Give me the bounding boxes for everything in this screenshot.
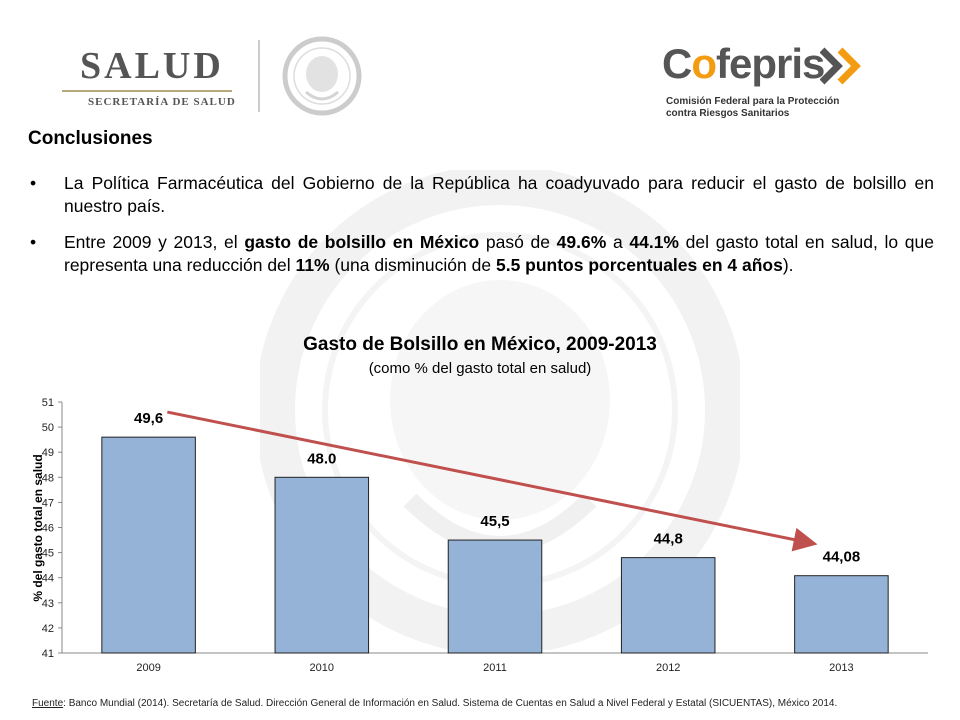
x-tick-label: 2012 xyxy=(656,662,680,674)
data-label: 48.0 xyxy=(307,450,336,467)
y-tick-label: 49 xyxy=(42,447,54,459)
chart-subtitle: (como % del gasto total en salud) xyxy=(368,360,592,377)
bullet-text-part: Entre 2009 y 2013, el xyxy=(64,232,245,252)
cofepris-letter: f xyxy=(716,40,730,87)
bullet-bold-part: 44.1% xyxy=(629,232,679,252)
x-tick-label: 2010 xyxy=(310,662,334,674)
header-divider xyxy=(258,40,260,112)
cofepris-letter: C xyxy=(662,40,692,87)
bullet-text: La Política Farmacéutica del Gobierno de… xyxy=(64,173,934,216)
x-tick-label: 2009 xyxy=(136,662,160,674)
cofepris-logo: Cofepris Comisión Federal para la Protec… xyxy=(662,40,862,120)
y-tick-label: 50 xyxy=(42,422,54,434)
cofepris-letter: e xyxy=(729,40,752,87)
y-tick-label: 41 xyxy=(42,648,54,660)
double-chevron-icon xyxy=(820,47,861,85)
cofepris-subtitle-line2: contra Riesgos Sanitarios xyxy=(666,108,790,119)
bar-chart: 41 42 43 44 45 46 47 48 49 50 51 % del gasto total … xyxy=(31,397,928,674)
conclusion-bullets: • La Política Farmacéutica del Gobierno … xyxy=(28,172,934,290)
y-tick-label: 44 xyxy=(42,573,54,585)
y-axis-label: % del gasto total en salud xyxy=(31,454,45,601)
y-tick-label: 42 xyxy=(42,623,54,635)
cofepris-letter: r xyxy=(776,40,792,87)
y-tick-label: 51 xyxy=(42,397,54,409)
chart-title: Gasto de Bolsillo en México, 2009-2013 xyxy=(303,334,657,355)
bullet-text-part: ). xyxy=(782,255,794,275)
cofepris-subtitle-line1: Comisión Federal para la Protección xyxy=(666,96,840,107)
cofepris-letter: i xyxy=(791,40,803,87)
y-tick-label: 46 xyxy=(42,523,54,535)
cofepris-letter: p xyxy=(751,40,777,87)
data-label: 49,6 xyxy=(134,410,163,427)
bullet-dot-icon: • xyxy=(30,232,37,252)
bullet-text-part: pasó de xyxy=(479,232,557,252)
y-tick-label: 47 xyxy=(42,497,54,509)
source-note: Fuente: Banco Mundial (2014). Secretaría… xyxy=(32,698,837,709)
bar xyxy=(794,575,889,654)
bullet-text-part: (una disminución de xyxy=(329,255,496,275)
bullet-item: • La Política Farmacéutica del Gobierno … xyxy=(28,172,934,218)
bullet-text-part: del gasto total en salud, lo que represe… xyxy=(64,232,935,275)
source-text: : Banco Mundial (2014). Secretaría de Sa… xyxy=(63,698,838,709)
trend-arrow xyxy=(167,410,818,552)
bar xyxy=(101,436,196,654)
coat-of-arms-icon xyxy=(282,36,362,116)
cofepris-word: Cofepris xyxy=(662,40,825,88)
bullet-item: • Entre 2009 y 2013, el gasto de bolsill… xyxy=(28,231,934,277)
source-label: Fuente xyxy=(32,698,64,709)
bar xyxy=(274,476,370,654)
x-tick-label: 2011 xyxy=(483,662,507,674)
y-tick-label: 43 xyxy=(42,598,54,610)
bullet-dot-icon: • xyxy=(30,173,37,193)
bullet-bold-part: 5.5 puntos porcentuales en 4 años xyxy=(495,255,783,275)
data-label: 44,8 xyxy=(654,531,683,548)
bullet-bold-part: 49.6% xyxy=(556,232,607,252)
bullet-bold-part: gasto de bolsillo en México xyxy=(244,232,480,252)
cofepris-subtitle: Comisión Federal para la Protección cont… xyxy=(666,96,839,120)
section-heading: Conclusiones xyxy=(28,128,153,149)
cofepris-letter: o xyxy=(691,40,717,87)
salud-word: SALUD xyxy=(80,45,224,87)
y-tick-label: 45 xyxy=(42,548,54,560)
bullet-text-part: a xyxy=(606,232,630,252)
salud-logo: SALUD SECRETARÍA DE SALUD xyxy=(62,40,242,110)
bar xyxy=(620,557,716,654)
cofepris-letter: s xyxy=(802,40,825,87)
bullet-bold-part: 11% xyxy=(295,255,330,275)
bar xyxy=(447,539,543,654)
x-tick-label: 2013 xyxy=(829,662,853,674)
salud-divider-line xyxy=(62,90,232,92)
y-tick-label: 48 xyxy=(42,472,54,484)
data-label: 45,5 xyxy=(480,513,509,530)
data-label: 44,08 xyxy=(823,549,861,566)
salud-subtitle: SECRETARÍA DE SALUD xyxy=(88,96,236,108)
